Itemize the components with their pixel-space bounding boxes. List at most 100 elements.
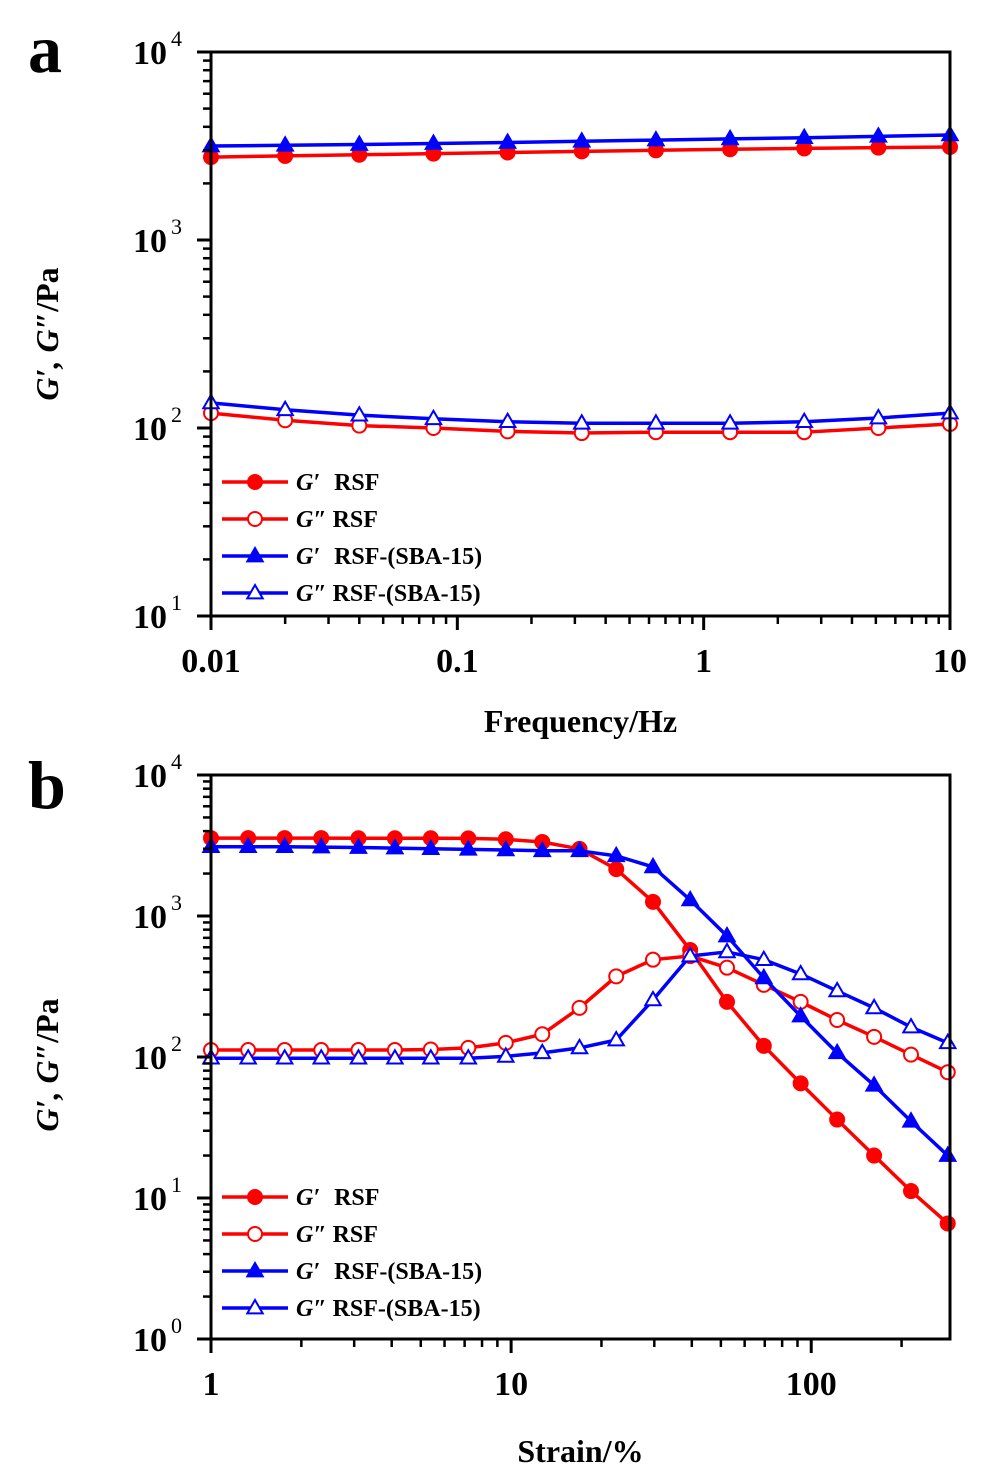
data-point [794, 127, 814, 145]
legend-sample: RSF [333, 507, 378, 533]
data-point [275, 399, 295, 417]
legend-symbol: G″ [296, 1296, 327, 1322]
y-tick-label: 10 [133, 599, 167, 636]
legend-symbol: G″ [296, 581, 327, 607]
data-point [532, 840, 552, 858]
data-point [680, 889, 700, 907]
data-point [827, 980, 847, 998]
legend-marker [245, 1298, 265, 1315]
series-3 [201, 941, 958, 1065]
data-point [498, 132, 518, 149]
y-tick-label: 10 [133, 758, 167, 795]
data-point [717, 941, 737, 959]
data-point [680, 946, 700, 963]
data-point [644, 951, 661, 968]
series-2 [201, 124, 960, 153]
data-point [608, 861, 625, 878]
legend-label: G′ RSF [296, 470, 379, 496]
panel-label-b: b [28, 747, 66, 823]
data-point [498, 411, 518, 429]
data-point [864, 997, 884, 1015]
y-tick-label: 10 [133, 223, 167, 260]
legend-symbol: G″ [296, 507, 327, 533]
data-point [424, 133, 443, 150]
legend-label: G″ RSF-(SBA-15) [296, 1296, 481, 1322]
data-point [720, 128, 740, 146]
plot-frame [209, 50, 952, 618]
data-point [238, 836, 258, 854]
data-point [349, 405, 369, 422]
data-point [720, 413, 740, 430]
series-2 [201, 836, 958, 1162]
x-tick-label: 0.1 [436, 643, 479, 680]
plot-area [201, 124, 960, 442]
data-point [866, 1028, 883, 1045]
data-point [572, 413, 592, 430]
y-tick-exponent: 2 [171, 1031, 182, 1056]
legend-symbol: G′ [296, 544, 320, 570]
data-point [902, 1046, 919, 1063]
data-point [349, 837, 368, 854]
y-tick-exponent: 0 [171, 1313, 182, 1338]
data-point [570, 840, 589, 858]
legend-item: G′ RSF-(SBA-15) [222, 1259, 482, 1285]
series-line [211, 836, 949, 1225]
legend-marker [247, 1189, 263, 1205]
y-tick-exponent: 3 [171, 890, 182, 915]
legend-item: G″ RSF-(SBA-15) [222, 581, 481, 607]
data-point [421, 1048, 441, 1065]
legend-item: G″ RSF [222, 1222, 378, 1248]
legend-label: G″ RSF [296, 507, 378, 533]
x-axis: 1 10 100 [203, 1339, 903, 1403]
data-point [794, 411, 814, 429]
y-axis-title-symbols: G′, G″ [29, 1043, 65, 1132]
legend-marker [245, 1261, 265, 1278]
data-point [608, 968, 625, 985]
series-0 [203, 830, 956, 1232]
legend-sample: RSF [334, 1185, 379, 1211]
y-tick-label: 10 [133, 35, 167, 72]
data-point [717, 926, 737, 943]
legend-item: G″ RSF-(SBA-15) [222, 1296, 481, 1322]
data-point [606, 1030, 626, 1047]
x-tick-label: 100 [786, 1366, 837, 1403]
x-tick-label: 1 [203, 1366, 220, 1403]
x-tick-label: 0.01 [181, 643, 241, 680]
legend-item: G′ RSF [222, 1185, 379, 1211]
legend-sample: RSF-(SBA-15) [333, 1296, 481, 1322]
data-point [901, 1111, 921, 1128]
legend-label: G′ RSF-(SBA-15) [296, 544, 482, 570]
legend-symbol: G′ [296, 470, 320, 496]
y-tick-exponent: 1 [171, 590, 182, 615]
x-axis-title: Frequency/Hz [484, 703, 677, 739]
legend-sample: RSF-(SBA-15) [334, 1259, 482, 1285]
plot-area [201, 830, 958, 1232]
data-point [870, 139, 887, 156]
data-point [829, 1111, 846, 1128]
legend-marker [247, 1226, 263, 1242]
data-point [571, 999, 588, 1016]
y-tick-exponent: 3 [171, 214, 182, 239]
data-point [311, 837, 331, 854]
legend-item: G′ RSF [222, 470, 379, 496]
data-point [644, 893, 661, 910]
data-point [458, 839, 478, 856]
legend-label: G′ RSF [296, 1185, 379, 1211]
series-1 [203, 948, 956, 1081]
legend-symbol: G′ [296, 1185, 320, 1211]
y-tick-label: 10 [133, 1322, 167, 1359]
legend-sample: RSF [334, 470, 379, 496]
data-point [643, 989, 663, 1007]
data-point [791, 1006, 811, 1023]
legend-marker [245, 583, 265, 600]
data-point [718, 959, 735, 976]
data-point [646, 413, 666, 430]
data-point [755, 1037, 772, 1054]
y-tick-label: 10 [133, 411, 167, 448]
legend-marker [245, 546, 265, 563]
data-point [349, 134, 369, 151]
